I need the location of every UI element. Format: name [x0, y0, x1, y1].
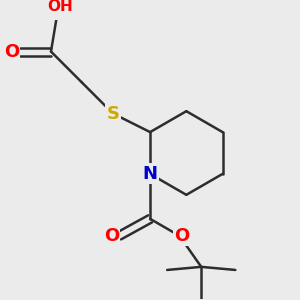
- Text: O: O: [4, 43, 19, 61]
- Text: S: S: [106, 104, 119, 122]
- Text: N: N: [142, 165, 158, 183]
- Text: O: O: [174, 227, 190, 245]
- Text: O: O: [104, 227, 119, 245]
- Text: OH: OH: [47, 0, 73, 14]
